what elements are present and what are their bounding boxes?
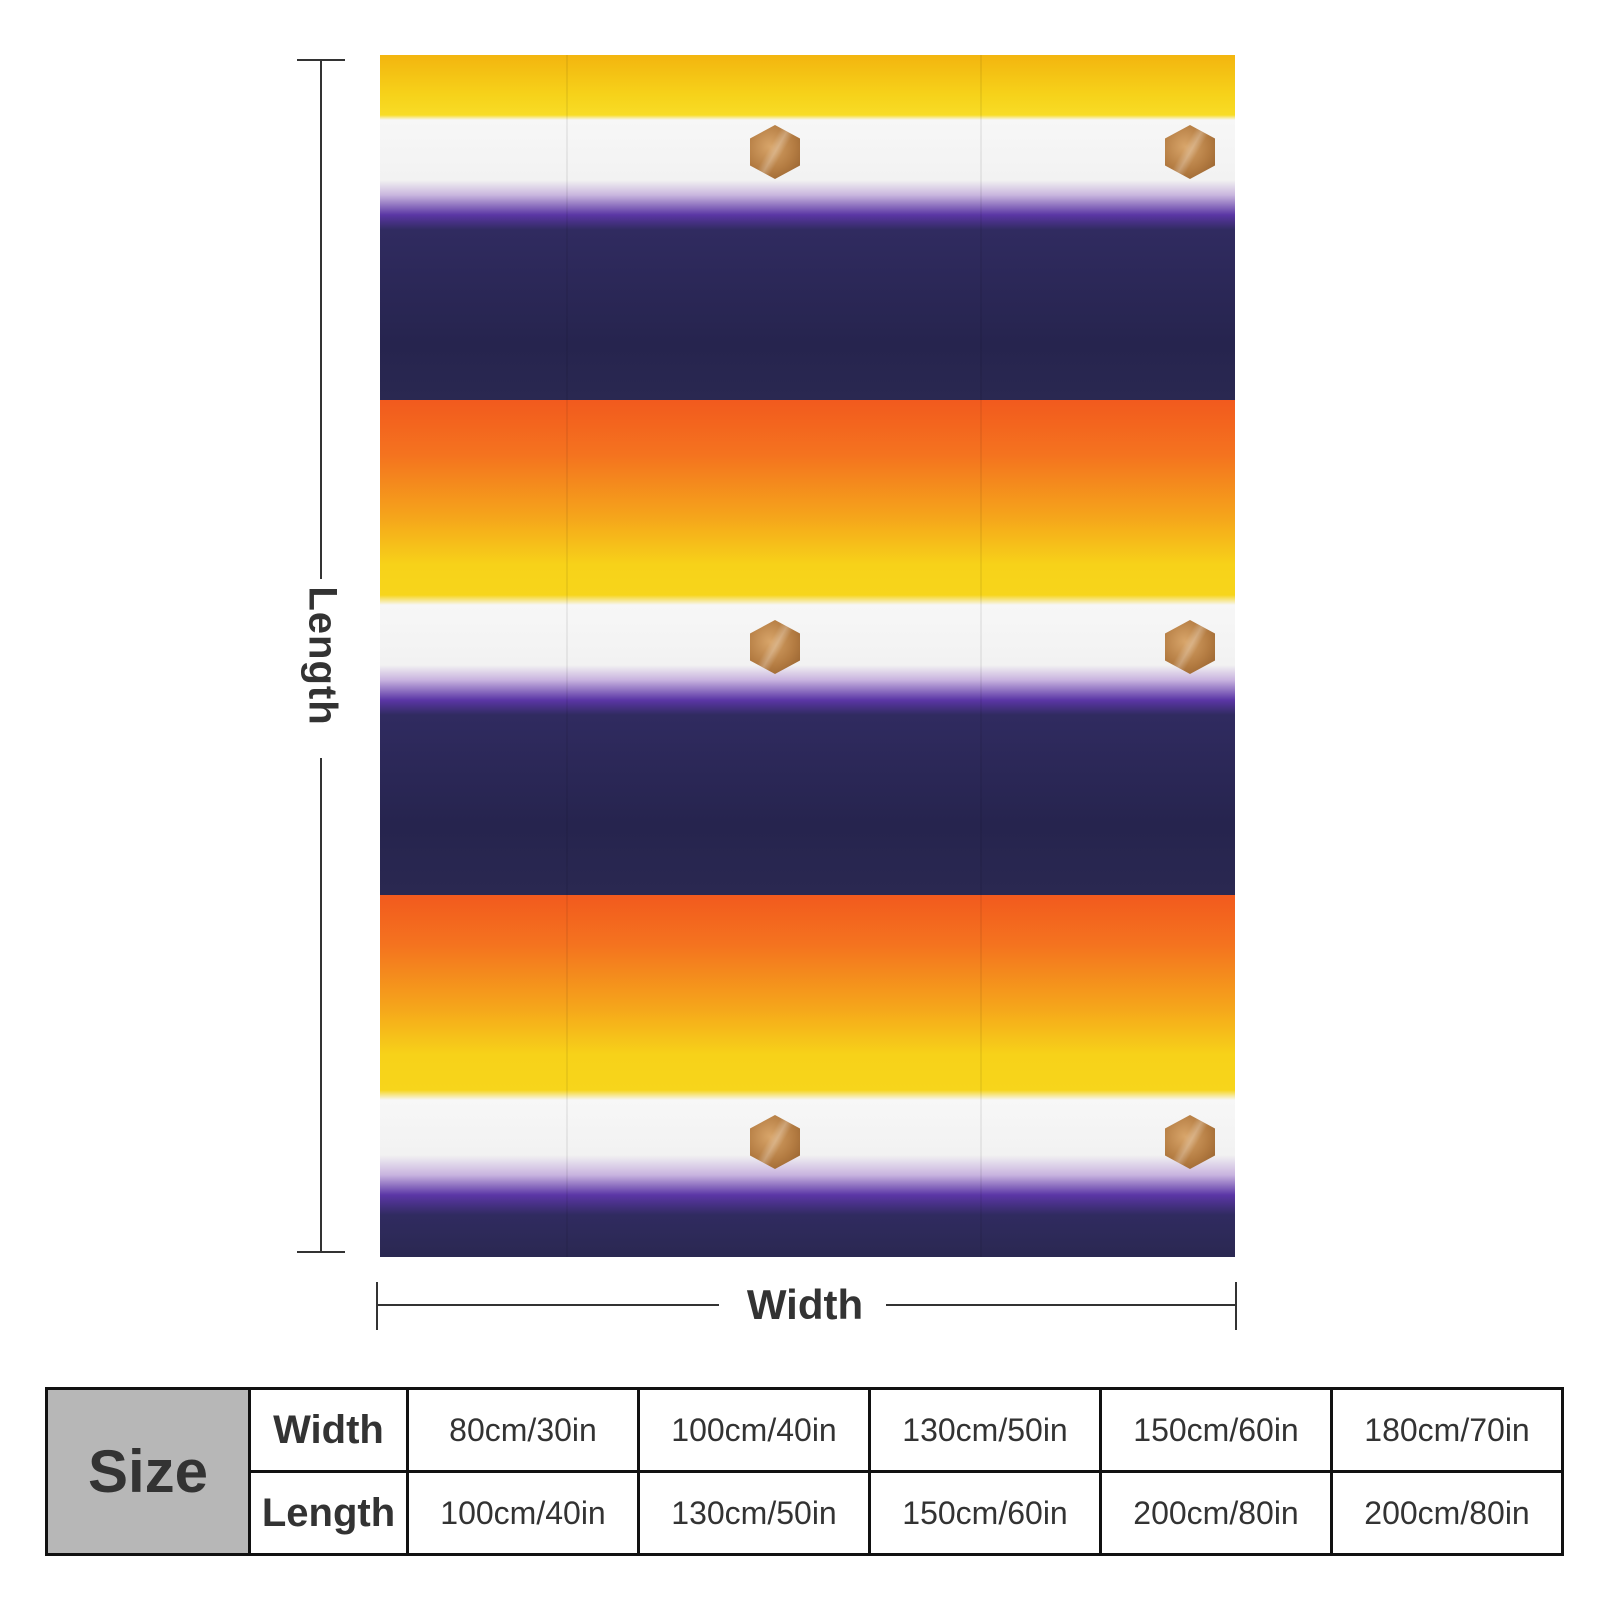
width-marker-right (1235, 1282, 1237, 1330)
width-label: Width (746, 1281, 864, 1328)
length-marker-bottom (297, 1251, 345, 1253)
table-cell: 130cm/50in (637, 1470, 871, 1556)
size-chart-table: Size Width 80cm/30in 100cm/40in 130cm/50… (45, 1387, 1564, 1556)
hexagon-gold-icon (1165, 125, 1215, 179)
length-marker-line (320, 59, 322, 579)
width-marker-line (886, 1304, 1236, 1306)
pattern-seam (980, 55, 982, 1257)
table-cell: 100cm/40in (637, 1387, 871, 1473)
table-cell: 150cm/60in (1099, 1387, 1333, 1473)
table-cell: 180cm/70in (1330, 1387, 1564, 1473)
hexagon-gold-icon (750, 1115, 800, 1169)
hexagon-gold-icon (750, 620, 800, 674)
row-label-width: Width (248, 1387, 409, 1473)
blanket-image (380, 55, 1235, 1257)
length-label: Length (300, 586, 345, 726)
table-cell: 150cm/60in (868, 1470, 1102, 1556)
table-cell: 200cm/80in (1330, 1470, 1564, 1556)
row-label-length: Length (248, 1470, 409, 1556)
pattern-seam (566, 55, 568, 1257)
table-cell: 100cm/40in (406, 1470, 640, 1556)
size-header: Size (45, 1387, 251, 1556)
width-marker-left (376, 1282, 378, 1330)
table-row: Size Width 80cm/30in 100cm/40in 130cm/50… (45, 1387, 1564, 1556)
hexagon-gold-icon (1165, 1115, 1215, 1169)
table-row: Length 100cm/40in 130cm/50in 150cm/60in … (47, 1470, 1564, 1556)
table-cell: 130cm/50in (868, 1387, 1102, 1473)
hexagon-gold-icon (750, 125, 800, 179)
length-marker-line (320, 758, 322, 1252)
table-cell: 200cm/80in (1099, 1470, 1333, 1556)
width-marker-line (376, 1304, 719, 1306)
hexagon-gold-icon (1165, 620, 1215, 674)
table-cell: 80cm/30in (406, 1387, 640, 1473)
